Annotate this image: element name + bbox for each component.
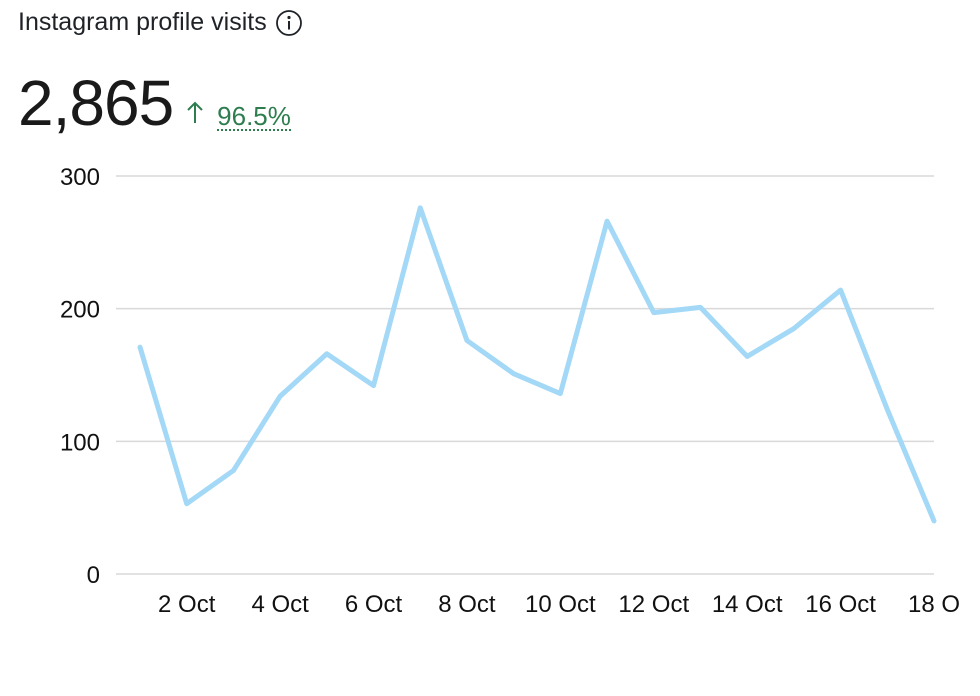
y-tick-label: 100 [60,429,100,456]
change[interactable]: 96.5% [217,101,291,131]
total-value: 2,865 [18,67,174,139]
x-tick-label: 4 Oct [251,591,309,618]
x-tick-label: 12 Oct [618,591,689,618]
y-tick-label: 300 [60,164,100,191]
x-tick-label: 6 Oct [345,591,403,618]
info-icon[interactable] [275,9,303,37]
x-tick-label: 16 Oct [805,591,876,618]
x-tick-label: 10 Oct [525,591,596,618]
y-tick-label: 0 [87,562,100,589]
x-tick-label: 8 Oct [438,591,496,618]
x-tick-label: 2 Oct [158,591,216,618]
x-tick-label: 18 O [908,591,960,618]
line [137,205,937,524]
up-arrow [187,101,203,123]
summary: 2,865 96.5% [18,66,291,140]
title: Instagram profile visits [18,8,267,36]
y-tick-label: 200 [60,297,100,324]
x-tick-label: 14 Oct [712,591,783,618]
header: Instagram profile visits [18,8,303,37]
